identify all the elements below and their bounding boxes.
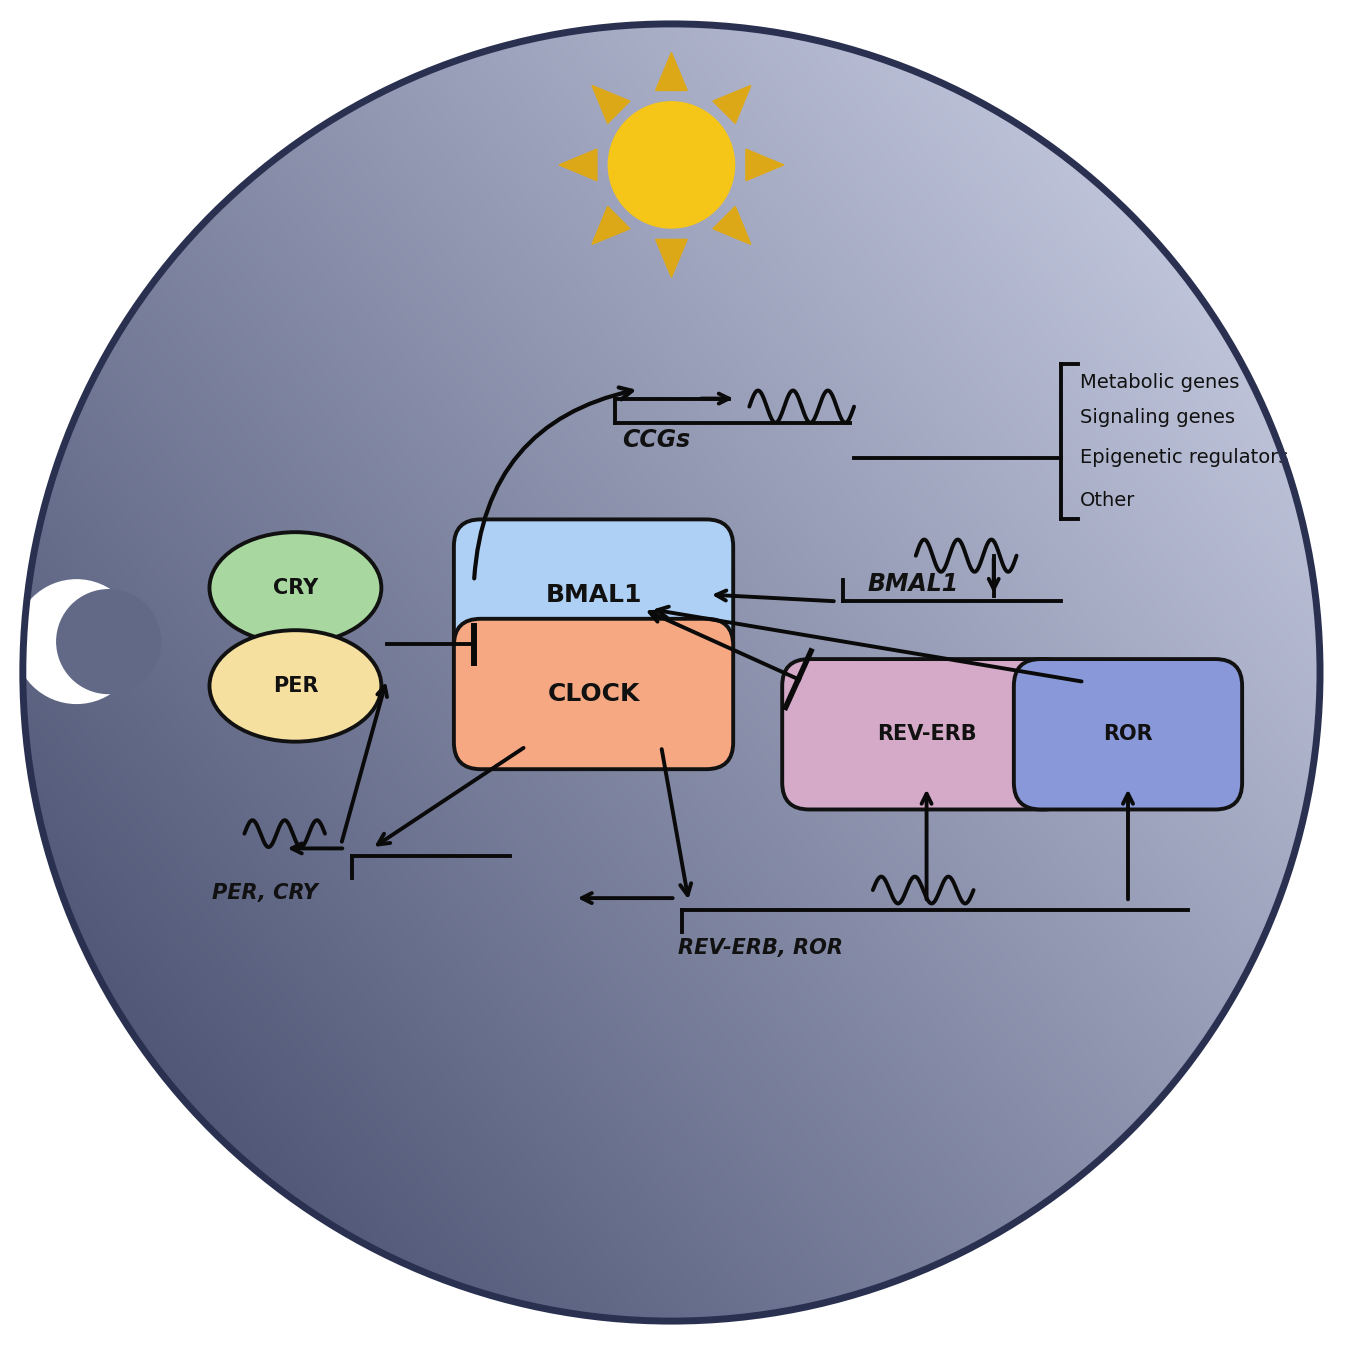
FancyBboxPatch shape [783,659,1071,810]
Polygon shape [655,52,687,90]
Polygon shape [713,206,751,245]
Text: PER: PER [273,677,319,695]
Ellipse shape [210,533,382,644]
Text: REV-ERB, ROR: REV-ERB, ROR [678,939,843,959]
Circle shape [608,102,734,229]
FancyBboxPatch shape [453,619,733,769]
Text: Signaling genes: Signaling genes [1080,408,1235,426]
Text: Epigenetic regulators: Epigenetic regulators [1080,448,1289,467]
Text: BMAL1: BMAL1 [545,582,642,607]
Text: REV-ERB: REV-ERB [877,724,976,744]
Circle shape [15,580,139,703]
Text: PER, CRY: PER, CRY [213,884,317,904]
Polygon shape [746,149,784,180]
FancyBboxPatch shape [453,519,733,670]
Text: Metabolic genes: Metabolic genes [1080,373,1239,391]
Text: BMAL1: BMAL1 [868,572,959,596]
Circle shape [56,589,160,694]
Text: ROR: ROR [1103,724,1153,744]
Polygon shape [592,86,629,124]
Text: CLOCK: CLOCK [547,682,640,706]
Text: CRY: CRY [273,578,317,599]
Polygon shape [560,149,597,180]
Text: CCGs: CCGs [621,428,690,452]
FancyBboxPatch shape [1014,659,1243,810]
Ellipse shape [210,631,382,741]
Text: Other: Other [1080,491,1135,510]
Polygon shape [713,86,751,124]
Polygon shape [592,206,629,245]
Polygon shape [655,239,687,277]
